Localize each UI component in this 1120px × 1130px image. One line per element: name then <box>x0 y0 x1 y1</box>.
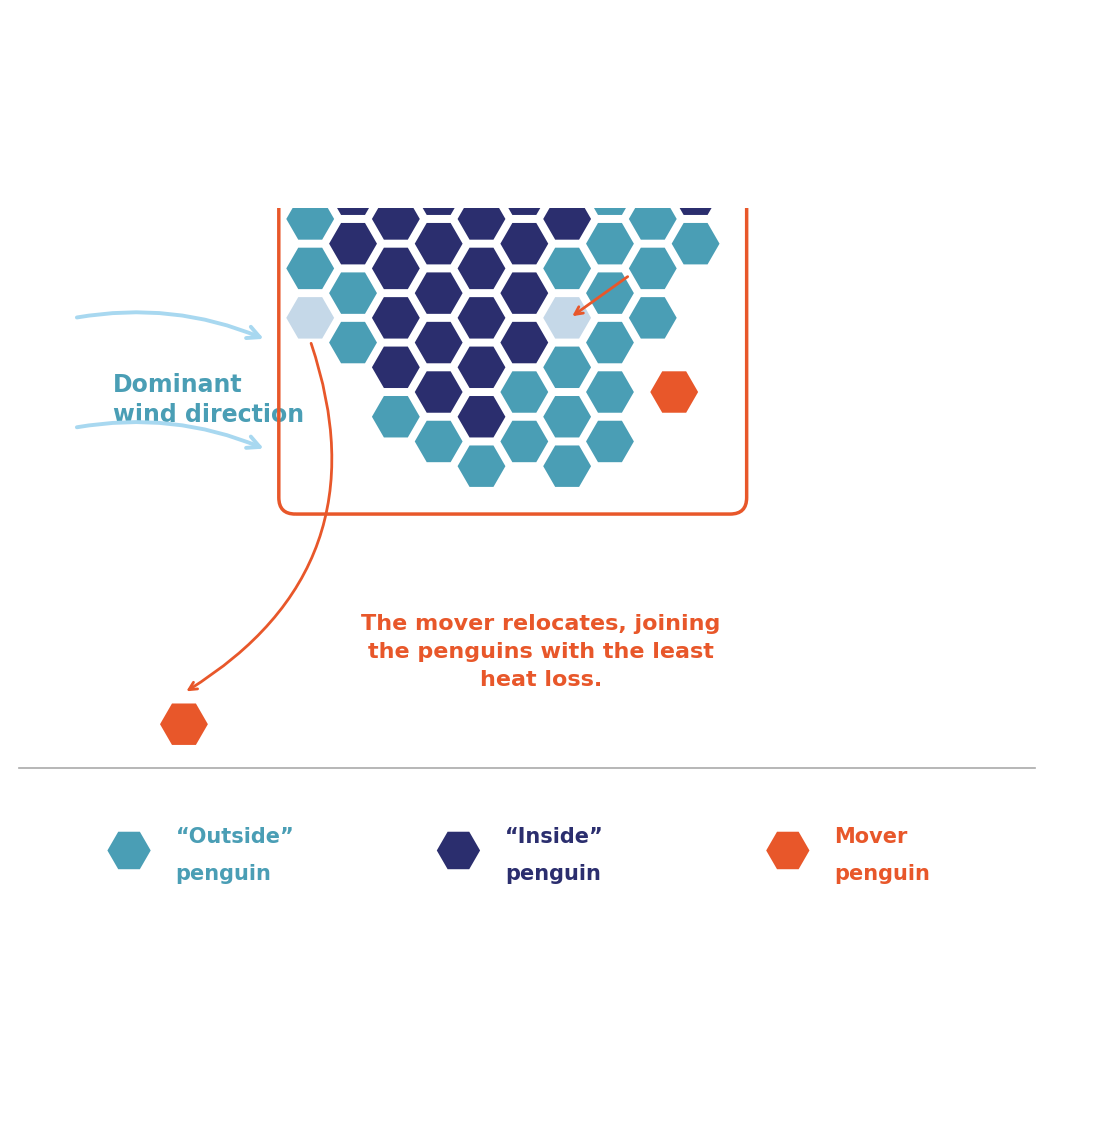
Polygon shape <box>541 345 592 390</box>
Polygon shape <box>371 345 421 390</box>
Polygon shape <box>585 320 636 365</box>
Polygon shape <box>456 49 507 93</box>
Polygon shape <box>284 296 336 340</box>
Polygon shape <box>371 49 421 93</box>
Polygon shape <box>371 98 421 142</box>
Polygon shape <box>627 49 679 93</box>
Polygon shape <box>498 320 550 365</box>
Polygon shape <box>498 172 550 217</box>
Polygon shape <box>541 394 592 438</box>
Polygon shape <box>627 246 679 290</box>
Polygon shape <box>456 147 507 192</box>
Polygon shape <box>585 0 636 19</box>
Polygon shape <box>413 73 465 118</box>
Polygon shape <box>541 444 592 488</box>
Polygon shape <box>413 24 465 68</box>
Text: “Inside”: “Inside” <box>505 827 604 846</box>
Polygon shape <box>371 296 421 340</box>
Polygon shape <box>413 419 465 463</box>
Text: The mover relocates, joining
the penguins with the least
heat loss.: The mover relocates, joining the penguin… <box>361 615 720 690</box>
Polygon shape <box>371 147 421 192</box>
Text: Mover: Mover <box>834 827 908 846</box>
Polygon shape <box>498 221 550 266</box>
Polygon shape <box>498 419 550 463</box>
Text: penguin: penguin <box>505 863 601 884</box>
Polygon shape <box>105 831 152 871</box>
Polygon shape <box>670 172 721 217</box>
Text: Dominant
wind direction: Dominant wind direction <box>113 373 304 427</box>
Polygon shape <box>498 370 550 415</box>
Polygon shape <box>327 221 379 266</box>
Polygon shape <box>158 702 209 747</box>
Polygon shape <box>456 345 507 390</box>
Polygon shape <box>498 24 550 68</box>
Polygon shape <box>585 271 636 315</box>
Polygon shape <box>327 122 379 167</box>
Polygon shape <box>670 73 721 118</box>
Polygon shape <box>327 0 379 19</box>
Polygon shape <box>413 221 465 266</box>
Polygon shape <box>284 197 336 241</box>
Text: penguin: penguin <box>176 863 271 884</box>
Polygon shape <box>498 271 550 315</box>
Polygon shape <box>627 98 679 142</box>
Polygon shape <box>413 370 465 415</box>
Polygon shape <box>284 147 336 192</box>
Polygon shape <box>765 831 811 871</box>
Polygon shape <box>371 246 421 290</box>
Polygon shape <box>456 296 507 340</box>
Polygon shape <box>435 831 482 871</box>
Text: “Outside”: “Outside” <box>176 827 295 846</box>
Polygon shape <box>670 122 721 167</box>
Polygon shape <box>670 24 721 68</box>
Polygon shape <box>456 444 507 488</box>
Polygon shape <box>627 147 679 192</box>
Polygon shape <box>585 370 636 415</box>
Polygon shape <box>541 98 592 142</box>
Polygon shape <box>627 296 679 340</box>
Polygon shape <box>585 24 636 68</box>
Polygon shape <box>541 246 592 290</box>
Polygon shape <box>670 221 721 266</box>
Polygon shape <box>498 122 550 167</box>
Polygon shape <box>648 370 700 415</box>
Polygon shape <box>327 24 379 68</box>
Polygon shape <box>413 0 465 19</box>
Polygon shape <box>627 0 679 43</box>
Polygon shape <box>371 394 421 438</box>
Polygon shape <box>541 296 592 340</box>
Polygon shape <box>585 73 636 118</box>
Polygon shape <box>498 0 550 19</box>
Polygon shape <box>456 394 507 438</box>
Polygon shape <box>284 98 336 142</box>
Polygon shape <box>541 197 592 241</box>
Polygon shape <box>413 122 465 167</box>
Polygon shape <box>456 246 507 290</box>
Polygon shape <box>371 0 421 43</box>
Polygon shape <box>585 221 636 266</box>
Polygon shape <box>585 172 636 217</box>
Polygon shape <box>327 73 379 118</box>
Polygon shape <box>327 172 379 217</box>
Polygon shape <box>627 197 679 241</box>
Polygon shape <box>284 49 336 93</box>
Polygon shape <box>456 197 507 241</box>
Polygon shape <box>371 197 421 241</box>
Polygon shape <box>498 73 550 118</box>
Polygon shape <box>413 320 465 365</box>
Polygon shape <box>541 147 592 192</box>
Polygon shape <box>585 419 636 463</box>
Polygon shape <box>456 0 507 43</box>
Text: penguin: penguin <box>834 863 931 884</box>
Polygon shape <box>327 320 379 365</box>
Polygon shape <box>327 271 379 315</box>
Polygon shape <box>284 246 336 290</box>
Polygon shape <box>413 271 465 315</box>
Polygon shape <box>456 98 507 142</box>
Polygon shape <box>585 122 636 167</box>
Polygon shape <box>413 172 465 217</box>
